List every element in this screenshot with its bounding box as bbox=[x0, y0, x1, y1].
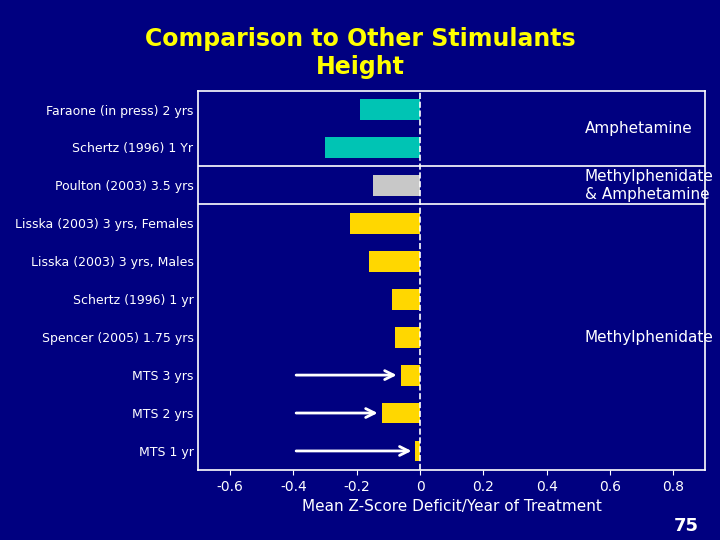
Bar bbox=[372, 175, 420, 196]
Text: Methylphenidate: Methylphenidate bbox=[585, 329, 714, 345]
Text: Amphetamine: Amphetamine bbox=[585, 121, 693, 136]
Bar bbox=[392, 289, 420, 309]
Bar bbox=[401, 364, 420, 386]
Bar bbox=[395, 327, 420, 348]
X-axis label: Mean Z-Score Deficit/Year of Treatment: Mean Z-Score Deficit/Year of Treatment bbox=[302, 499, 602, 514]
Bar bbox=[351, 213, 420, 234]
Bar bbox=[369, 251, 420, 272]
Text: 75: 75 bbox=[673, 517, 698, 535]
Bar bbox=[360, 99, 420, 120]
Text: Methylphenidate
& Amphetamine: Methylphenidate & Amphetamine bbox=[585, 169, 714, 201]
Bar bbox=[415, 441, 420, 461]
Bar bbox=[325, 137, 420, 158]
Text: Comparison to Other Stimulants
Height: Comparison to Other Stimulants Height bbox=[145, 27, 575, 79]
Bar bbox=[382, 403, 420, 423]
